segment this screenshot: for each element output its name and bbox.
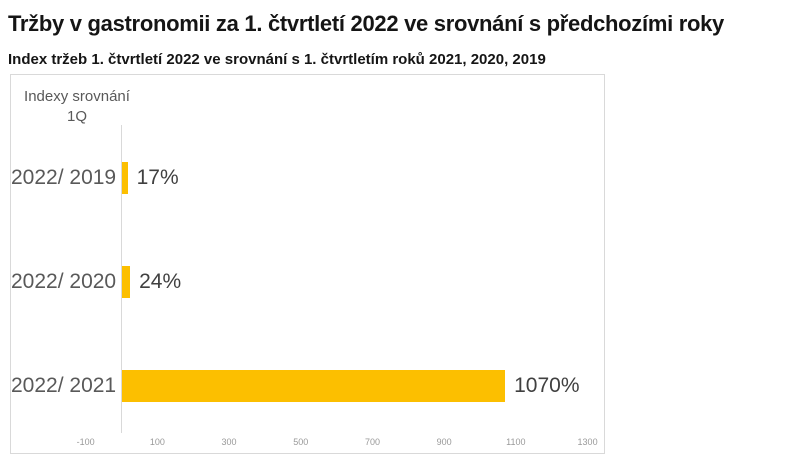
category-label: 2022/ 2021 xyxy=(11,374,117,397)
x-tick-label: 900 xyxy=(436,437,452,447)
bar xyxy=(121,266,131,298)
bar xyxy=(121,162,128,194)
page-title: Tržby v gastronomii za 1. čtvrtletí 2022… xyxy=(8,11,724,36)
category-label: 2022/ 2019 xyxy=(11,166,117,189)
value-label: 24% xyxy=(139,270,182,293)
y-axis-title: Indexy srovnání 1Q xyxy=(24,88,130,125)
x-tick-label: 1300 xyxy=(577,437,598,447)
x-tick-label: 100 xyxy=(149,437,165,447)
value-label: 17% xyxy=(136,166,179,189)
x-tick-label: 700 xyxy=(364,437,380,447)
value-label: 1070% xyxy=(514,374,580,397)
bar-row: 2022/ 2020 24% xyxy=(11,230,604,334)
bar xyxy=(121,370,506,402)
x-tick-label: 1100 xyxy=(506,437,526,447)
category-label: 2022/ 2020 xyxy=(11,270,117,293)
x-tick-label: 300 xyxy=(221,437,237,447)
chart-box: Indexy srovnání 1Q 2022/ 2019 17% 2022/ 20… xyxy=(10,74,605,454)
x-tick-label: 500 xyxy=(293,437,309,447)
page-subtitle: Index tržeb 1. čtvrtletí 2022 ve srovnán… xyxy=(8,51,546,68)
x-tick-label: -100 xyxy=(76,437,95,447)
bar-row: 2022/ 2021 1070% xyxy=(11,334,604,438)
bar-row: 2022/ 2019 17% xyxy=(11,126,604,230)
